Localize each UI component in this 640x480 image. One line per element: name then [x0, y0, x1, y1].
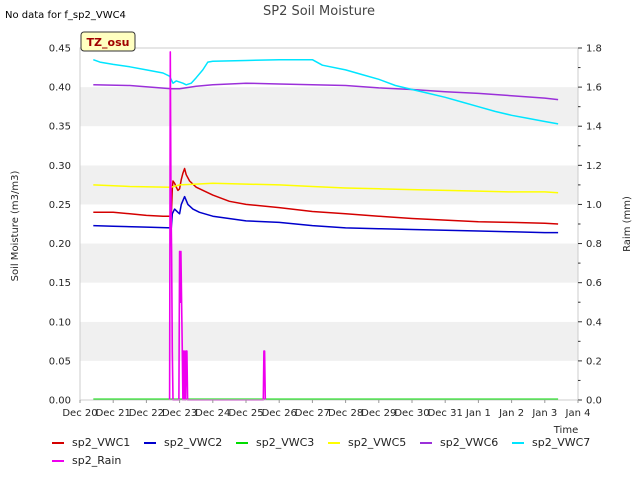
y2-tick-label: 1.2 [586, 161, 602, 172]
legend-label: sp2_Rain [72, 454, 122, 467]
x-tick-label: Jan 4 [565, 408, 591, 419]
y2-tick-label: 0.6 [586, 278, 602, 289]
y2-tick-label: 1.0 [586, 200, 602, 211]
series-line-sp2-vwc5 [93, 182, 559, 194]
y2-tick-label: 0.2 [586, 356, 602, 367]
y-tick-label: 0.25 [49, 200, 71, 211]
y-tick-label: 0.45 [49, 44, 71, 55]
x-tick-label: Jan 1 [465, 408, 491, 419]
legend-label: sp2_VWC6 [440, 436, 499, 449]
y2-axis-label: Raim (mm) [622, 196, 633, 252]
legend-item-sp2-vwc7: sp2_VWC7 [512, 436, 590, 449]
legend-label: sp2_VWC2 [164, 436, 223, 449]
y2-tick-label: 1.8 [586, 44, 602, 55]
tz-badge-label: TZ_osu [87, 36, 130, 49]
legend-item-sp2-vwc6: sp2_VWC6 [420, 436, 498, 449]
x-tick-label: Dec 30 [394, 408, 429, 419]
y-tick-label: 0.10 [49, 317, 71, 328]
legend-swatch [512, 441, 524, 444]
y2-tick-label: 1.4 [586, 122, 602, 133]
legend-label: sp2_VWC3 [256, 436, 315, 449]
grid-band [80, 360, 578, 400]
legend-swatch [420, 441, 432, 444]
y-tick-label: 0.35 [49, 122, 71, 133]
x-tick-label: Dec 23 [162, 408, 197, 419]
legend-swatch [236, 441, 248, 444]
y-tick-label: 0.40 [49, 83, 71, 94]
legend-swatch [144, 441, 156, 444]
y2-tick-label: 0.4 [586, 317, 602, 328]
grid-band [80, 321, 578, 361]
grid-band [80, 165, 578, 205]
y2-tick-label: 0.8 [586, 239, 602, 250]
y-tick-label: 0.00 [49, 396, 71, 407]
legend-item-sp2-vwc3: sp2_VWC3 [236, 436, 314, 449]
x-axis-label: Time [553, 425, 578, 436]
x-tick-label: Dec 26 [262, 408, 297, 419]
x-tick-label: Dec 31 [428, 408, 463, 419]
no-data-note: No data for f_sp2_VWC4 [5, 10, 126, 21]
y-tick-label: 0.15 [49, 278, 71, 289]
y-tick-label: 0.20 [49, 239, 71, 250]
tz-badge: TZ_osu [80, 31, 136, 52]
x-tick-label: Dec 22 [129, 408, 164, 419]
x-tick-label: Dec 21 [96, 408, 131, 419]
legend-item-sp2-vwc2: sp2_VWC2 [144, 436, 222, 449]
chart-title: SP2 Soil Moisture [263, 4, 375, 19]
x-tick-label: Dec 25 [228, 408, 263, 419]
x-tick-label: Dec 20 [62, 408, 97, 419]
legend-swatch [328, 441, 340, 444]
series-layer [93, 51, 559, 401]
x-tick-label: Jan 3 [531, 408, 557, 419]
grid-band [80, 204, 578, 244]
x-tick-label: Dec 27 [295, 408, 330, 419]
legend-swatch [52, 441, 64, 444]
legend-item-sp2-rain: sp2_Rain [52, 454, 121, 467]
legend-label: sp2_VWC7 [532, 436, 591, 449]
y-axis-label: Soil Moisture (m3/m3) [10, 171, 21, 282]
legend-label: sp2_VWC1 [72, 436, 131, 449]
y-tick-label: 0.05 [49, 356, 71, 367]
x-tick-label: Dec 24 [195, 408, 230, 419]
right-axis: 0.0 0.2 0.4 0.6 0.8 1.0 1.2 1.4 1.6 1.8 [578, 44, 602, 407]
grid-band [80, 48, 578, 88]
left-axis: 0.00 0.05 0.10 0.15 0.20 0.25 0.30 0.35 0.40 0.45 [49, 44, 71, 407]
legend-item-sp2-vwc5: sp2_VWC5 [328, 436, 406, 449]
x-tick-label: Dec 29 [361, 408, 396, 419]
series-line-sp2-vwc7 [93, 58, 559, 125]
legend-item-sp2-vwc1: sp2_VWC1 [52, 436, 130, 449]
series-line-sp2-vwc2 [93, 195, 559, 234]
y-tick-label: 0.30 [49, 161, 71, 172]
grid-band [80, 126, 578, 166]
grid-band [80, 87, 578, 127]
x-tick-label: Dec 28 [328, 408, 363, 419]
series-line-sp2-vwc6 [93, 82, 559, 101]
grid-band [80, 243, 578, 283]
grid-bands [80, 48, 578, 400]
grid-band [80, 282, 578, 322]
legend-label: sp2_VWC5 [348, 436, 407, 449]
legend-swatch [52, 459, 64, 462]
x-tick-label: Jan 2 [498, 408, 524, 419]
y2-tick-label: 0.0 [586, 396, 602, 407]
y2-tick-label: 1.6 [586, 83, 602, 94]
